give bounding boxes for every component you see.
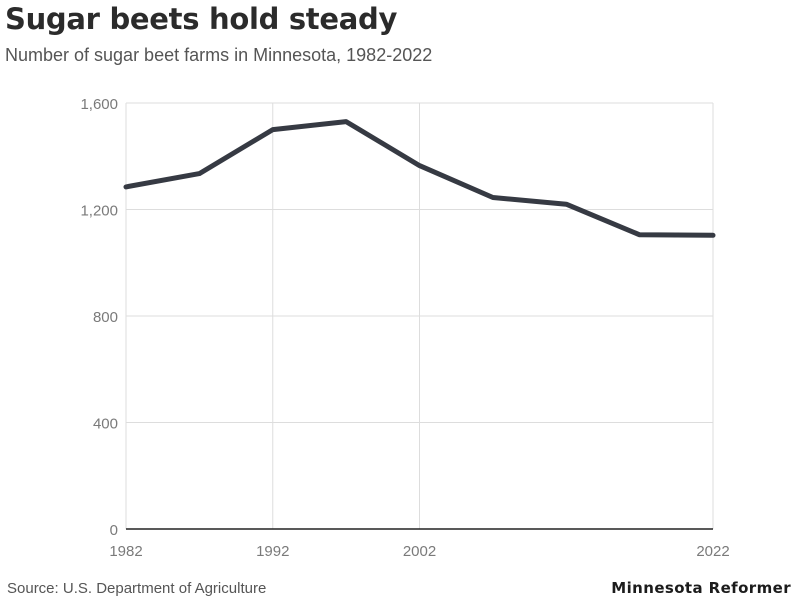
source-note: Source: U.S. Department of Agriculture [7,580,267,597]
chart-title: Sugar beets hold steady [5,2,398,36]
y-tick-label: 1,600 [80,96,118,113]
y-tick-label: 1,200 [80,203,118,220]
publisher-logo: Minnesota Reformer [611,579,791,597]
x-tick-label: 2002 [403,543,436,560]
grid-lines [125,102,714,529]
y-tick-label: 800 [93,309,118,326]
tick-labels: 0 400 800 1,200 1,600 1982 1992 2002 2022 [80,96,729,560]
x-tick-label: 1982 [109,543,142,560]
x-tick-label: 2022 [696,543,729,560]
y-tick-label: 0 [110,522,118,539]
y-tick-label: 400 [93,416,118,433]
series-line-sugar-beet-farms [123,119,716,238]
chart-subtitle: Number of sugar beet farms in Minnesota,… [5,45,433,65]
series-lines [123,119,716,238]
x-tick-label: 1992 [256,543,289,560]
